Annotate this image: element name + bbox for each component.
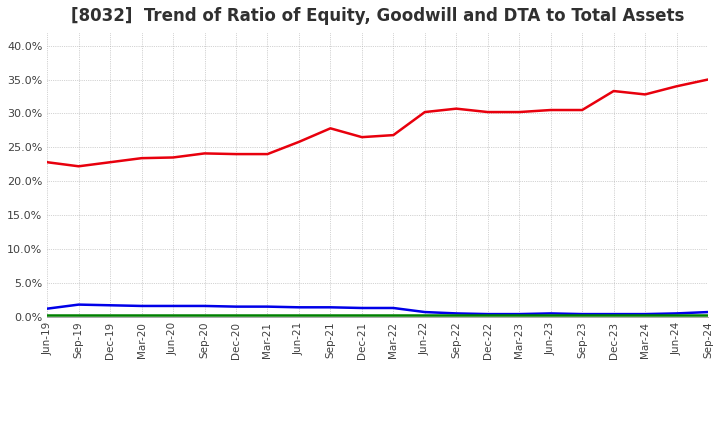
Deferred Tax Assets xyxy=(43,312,52,317)
Equity xyxy=(641,92,649,97)
Equity xyxy=(546,107,555,113)
Equity xyxy=(672,84,681,89)
Deferred Tax Assets xyxy=(609,312,618,317)
Equity xyxy=(43,160,52,165)
Goodwill xyxy=(232,304,240,309)
Deferred Tax Assets xyxy=(138,312,146,317)
Deferred Tax Assets xyxy=(578,312,587,317)
Deferred Tax Assets xyxy=(420,312,429,317)
Equity xyxy=(358,135,366,140)
Equity xyxy=(138,155,146,161)
Deferred Tax Assets xyxy=(263,312,271,317)
Goodwill xyxy=(294,304,303,310)
Goodwill xyxy=(483,312,492,317)
Goodwill xyxy=(200,303,209,308)
Goodwill xyxy=(106,303,114,308)
Equity xyxy=(232,151,240,157)
Deferred Tax Assets xyxy=(74,312,83,317)
Equity xyxy=(578,107,587,113)
Equity xyxy=(294,139,303,144)
Title: [8032]  Trend of Ratio of Equity, Goodwill and DTA to Total Assets: [8032] Trend of Ratio of Equity, Goodwil… xyxy=(71,7,684,25)
Goodwill xyxy=(389,305,397,311)
Goodwill xyxy=(43,306,52,312)
Deferred Tax Assets xyxy=(483,312,492,317)
Equity xyxy=(483,110,492,115)
Goodwill xyxy=(326,304,335,310)
Line: Goodwill: Goodwill xyxy=(48,304,708,314)
Equity xyxy=(74,164,83,169)
Goodwill xyxy=(74,302,83,307)
Goodwill xyxy=(703,309,712,315)
Goodwill xyxy=(546,311,555,316)
Goodwill xyxy=(358,305,366,311)
Goodwill xyxy=(420,309,429,315)
Equity xyxy=(452,106,461,111)
Equity xyxy=(106,160,114,165)
Equity xyxy=(168,155,177,160)
Deferred Tax Assets xyxy=(106,312,114,317)
Equity xyxy=(420,110,429,115)
Equity xyxy=(389,132,397,138)
Deferred Tax Assets xyxy=(358,312,366,317)
Goodwill xyxy=(452,311,461,316)
Equity xyxy=(609,88,618,94)
Equity xyxy=(263,151,271,157)
Deferred Tax Assets xyxy=(452,312,461,317)
Deferred Tax Assets xyxy=(546,312,555,317)
Goodwill xyxy=(168,303,177,308)
Deferred Tax Assets xyxy=(168,312,177,317)
Deferred Tax Assets xyxy=(703,312,712,317)
Deferred Tax Assets xyxy=(672,312,681,317)
Goodwill xyxy=(609,312,618,317)
Goodwill xyxy=(138,303,146,308)
Deferred Tax Assets xyxy=(326,312,335,317)
Deferred Tax Assets xyxy=(294,312,303,317)
Deferred Tax Assets xyxy=(515,312,523,317)
Goodwill xyxy=(578,312,587,317)
Goodwill xyxy=(515,312,523,317)
Deferred Tax Assets xyxy=(641,312,649,317)
Equity xyxy=(326,126,335,131)
Deferred Tax Assets xyxy=(200,312,209,317)
Equity xyxy=(200,151,209,156)
Deferred Tax Assets xyxy=(232,312,240,317)
Goodwill xyxy=(263,304,271,309)
Deferred Tax Assets xyxy=(389,312,397,317)
Equity xyxy=(703,77,712,82)
Goodwill xyxy=(672,311,681,316)
Legend: Equity, Goodwill, Deferred Tax Assets: Equity, Goodwill, Deferred Tax Assets xyxy=(177,436,578,440)
Equity xyxy=(515,110,523,115)
Goodwill xyxy=(641,312,649,317)
Line: Equity: Equity xyxy=(48,80,708,166)
